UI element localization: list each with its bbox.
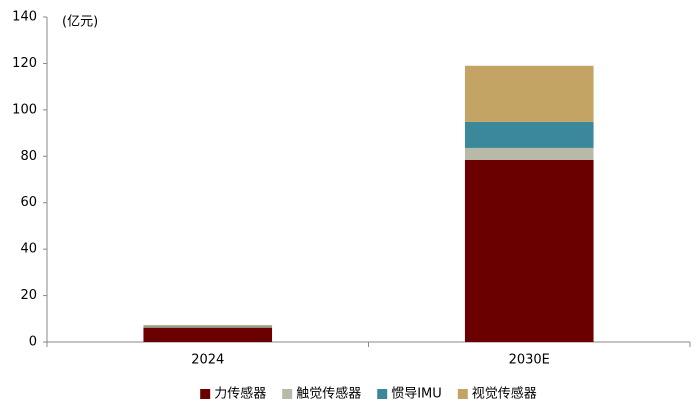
bar-segment bbox=[143, 326, 273, 328]
x-tick-label: 2024 bbox=[191, 353, 224, 368]
x-tick-label: 2030E bbox=[509, 353, 550, 368]
legend-label: 视觉传感器 bbox=[472, 386, 537, 402]
bar-segment bbox=[464, 147, 594, 160]
legend-swatch bbox=[377, 389, 388, 399]
y-tick-label: 120 bbox=[12, 56, 37, 71]
legend-label: 惯导IMU bbox=[391, 386, 442, 402]
y-tick-label: 20 bbox=[20, 288, 37, 303]
bar-segment bbox=[143, 327, 273, 342]
y-tick-label: 40 bbox=[20, 242, 37, 257]
legend-swatch bbox=[282, 389, 293, 399]
unit-label: (亿元) bbox=[62, 15, 98, 30]
bar-segment bbox=[143, 325, 273, 326]
legend-swatch bbox=[457, 389, 468, 399]
y-tick-label: 0 bbox=[29, 335, 37, 350]
y-tick-label: 80 bbox=[20, 149, 37, 164]
y-tick-label: 100 bbox=[12, 102, 37, 117]
legend-swatch bbox=[200, 389, 211, 399]
y-tick-label: 60 bbox=[20, 195, 37, 210]
bar-segment bbox=[464, 121, 594, 148]
bar-segment bbox=[464, 160, 594, 342]
y-tick-label: 140 bbox=[12, 10, 37, 25]
bar-segment bbox=[143, 325, 273, 327]
legend-label: 力传感器 bbox=[214, 386, 266, 402]
legend-label: 触觉传感器 bbox=[296, 386, 361, 402]
bar-segment bbox=[464, 65, 594, 122]
